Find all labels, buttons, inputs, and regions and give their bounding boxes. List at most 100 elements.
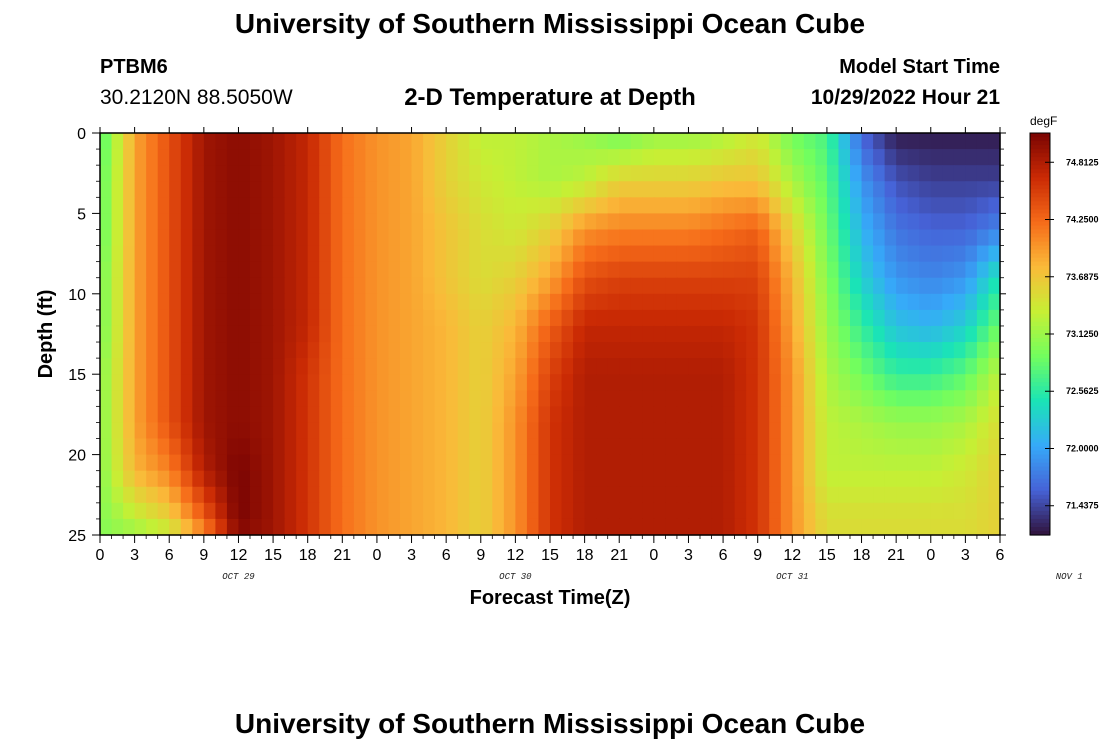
heatmap-cell	[896, 422, 909, 440]
heatmap-cell	[446, 422, 459, 440]
heatmap-cell	[965, 390, 978, 407]
heatmap-cell	[550, 261, 563, 279]
heatmap-cell	[815, 374, 828, 391]
heatmap-cell	[700, 470, 713, 488]
heatmap-cell	[434, 342, 447, 359]
heatmap-cell	[538, 165, 551, 182]
heatmap-cell	[492, 213, 505, 231]
heatmap-cell	[400, 277, 413, 295]
heatmap-cell	[400, 454, 413, 472]
heatmap-cell	[480, 181, 493, 198]
heatmap-cell	[307, 165, 320, 182]
heatmap-cell	[619, 342, 632, 359]
heatmap-cell	[953, 374, 966, 391]
heatmap-cell	[192, 358, 205, 375]
heatmap-cell	[157, 293, 170, 311]
heatmap-cell	[896, 181, 909, 198]
heatmap-cell	[711, 374, 724, 391]
heatmap-cell	[884, 213, 897, 231]
heatmap-cell	[319, 277, 332, 295]
heatmap-cell	[365, 438, 378, 456]
heatmap-cell	[838, 470, 851, 488]
heatmap-cell	[769, 406, 782, 424]
heatmap-cell	[711, 197, 724, 214]
heatmap-cell	[665, 181, 678, 198]
heatmap-cell	[780, 406, 793, 424]
heatmap-cell	[676, 133, 690, 150]
heatmap-cell	[261, 438, 274, 456]
heatmap-cell	[953, 486, 966, 504]
heatmap-cell	[100, 342, 113, 359]
heatmap-cell	[238, 438, 251, 456]
colorbar-segment	[1030, 209, 1050, 214]
heatmap-cell	[861, 390, 874, 407]
heatmap-cell	[526, 518, 540, 536]
heatmap-cell	[700, 245, 713, 263]
heatmap-cell	[850, 518, 863, 536]
heatmap-cell	[111, 390, 124, 407]
heatmap-cell	[757, 486, 770, 504]
colorbar-segment	[1030, 518, 1050, 524]
heatmap-cell	[815, 197, 828, 214]
heatmap-cell	[942, 277, 955, 295]
heatmap-cell	[330, 470, 343, 488]
heatmap-cell	[711, 261, 724, 279]
heatmap-cell	[469, 229, 482, 247]
heatmap-cell	[665, 342, 678, 359]
heatmap-cell	[826, 390, 840, 407]
heatmap-cell	[746, 438, 759, 456]
heatmap-cell	[861, 422, 874, 440]
heatmap-cell	[919, 422, 932, 440]
heatmap-cell	[642, 486, 655, 504]
colorbar-tick-label: 73.1250	[1066, 329, 1099, 339]
heatmap-cell	[988, 229, 1001, 247]
colorbar-segment	[1030, 494, 1050, 500]
heatmap-cell	[596, 342, 609, 359]
heatmap-cell	[526, 245, 540, 263]
heatmap-cell	[919, 293, 932, 311]
heatmap-cell	[976, 277, 990, 295]
heatmap-cell	[503, 293, 516, 311]
heatmap-cell	[284, 374, 297, 391]
heatmap-cell	[203, 325, 216, 343]
heatmap-cell	[400, 149, 413, 166]
heatmap-cell	[400, 342, 413, 359]
heatmap-cell	[180, 293, 193, 311]
heatmap-cell	[261, 342, 274, 359]
heatmap-cell	[826, 133, 840, 150]
heatmap-cell	[169, 406, 182, 424]
heatmap-cell	[411, 502, 424, 520]
heatmap-cell	[226, 454, 240, 472]
heatmap-cell	[930, 213, 943, 231]
heatmap-cell	[526, 293, 540, 311]
heatmap-cell	[734, 309, 747, 327]
x-tick-label: 3	[407, 547, 416, 564]
heatmap-cell	[884, 342, 897, 359]
heatmap-cell	[515, 502, 528, 520]
heatmap-cell	[930, 133, 943, 150]
heatmap-cell	[826, 181, 840, 198]
heatmap-cell	[169, 181, 182, 198]
colorbar-segment	[1030, 374, 1050, 379]
date-label: OCT 31	[776, 572, 808, 582]
heatmap-cell	[215, 325, 228, 343]
heatmap-cell	[457, 181, 470, 198]
heatmap-cell	[319, 486, 332, 504]
heatmap-cell	[838, 342, 851, 359]
heatmap-cell	[884, 277, 897, 295]
heatmap-cell	[446, 486, 459, 504]
heatmap-cell	[861, 245, 874, 263]
heatmap-cell	[873, 133, 886, 150]
heatmap-cell	[146, 197, 159, 214]
heatmap-cell	[896, 374, 909, 391]
model-start-value: 10/29/2022 Hour 21	[810, 86, 1000, 109]
heatmap-cell	[653, 165, 666, 182]
heatmap-cell	[342, 245, 355, 263]
heatmap-cell	[146, 390, 159, 407]
heatmap-cell	[411, 261, 424, 279]
heatmap-cell	[515, 406, 528, 424]
heatmap-cell	[711, 293, 724, 311]
heatmap-cell	[780, 438, 793, 456]
heatmap-cell	[296, 518, 309, 536]
heatmap-cell	[630, 293, 643, 311]
